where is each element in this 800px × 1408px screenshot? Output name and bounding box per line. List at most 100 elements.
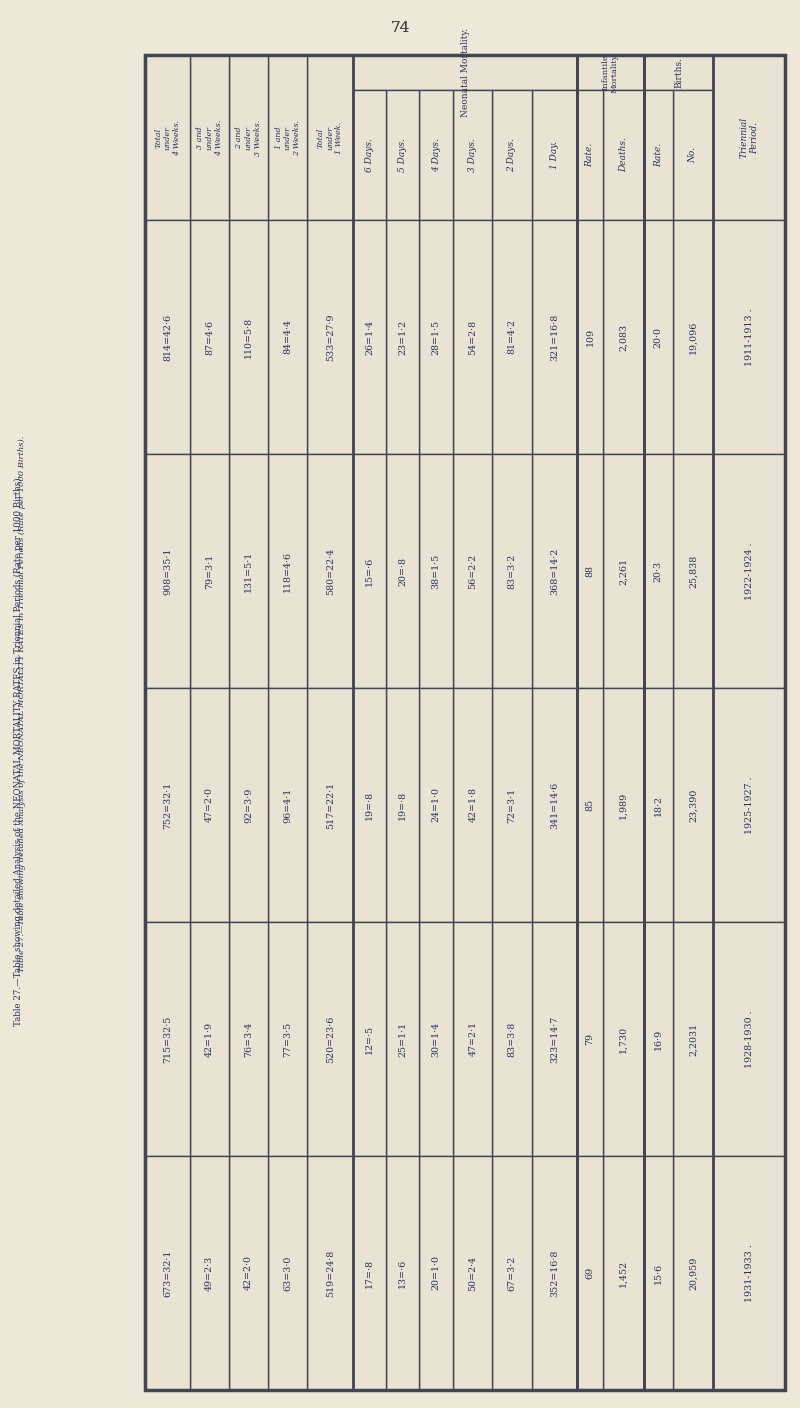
Text: 12=·5: 12=·5 [365, 1025, 374, 1053]
Text: 19=·8: 19=·8 [398, 790, 407, 819]
Text: 77=3·5: 77=3·5 [283, 1021, 292, 1056]
Text: 341=14·6: 341=14·6 [550, 781, 559, 829]
Bar [603, 1156, 644, 1390]
Bar [229, 922, 268, 1156]
Text: 1925-1927 .: 1925-1927 . [745, 776, 754, 834]
Bar [145, 922, 190, 1156]
Text: 38=1·5: 38=1·5 [431, 553, 441, 589]
Bar [714, 689, 785, 922]
Text: 15=·6: 15=·6 [365, 556, 374, 586]
Bar [268, 55, 307, 220]
Bar [453, 922, 492, 1156]
Bar [577, 55, 644, 1390]
Text: 715=32·5: 715=32·5 [163, 1015, 172, 1063]
Text: 1 Day.: 1 Day. [550, 141, 559, 169]
Bar [386, 220, 419, 453]
Bar [307, 220, 353, 453]
Bar [419, 220, 453, 453]
Bar [644, 220, 673, 453]
Bar [644, 1156, 673, 1390]
Text: 519=24·8: 519=24·8 [326, 1249, 334, 1297]
Bar [453, 689, 492, 922]
Bar [577, 220, 603, 453]
Bar [145, 55, 785, 1390]
Text: No.: No. [689, 146, 698, 163]
Bar [145, 689, 190, 922]
Bar [386, 689, 419, 922]
Text: 79=3·1: 79=3·1 [205, 553, 214, 589]
Bar [492, 453, 532, 689]
Bar [492, 220, 532, 453]
Text: 28=1·5: 28=1·5 [431, 320, 441, 355]
Bar [419, 689, 453, 922]
Text: 25=1·1: 25=1·1 [398, 1021, 407, 1056]
Bar [714, 55, 785, 220]
Text: 81=4·2: 81=4·2 [507, 320, 517, 355]
Text: 110=5·8: 110=5·8 [244, 317, 253, 358]
Bar [492, 1156, 532, 1390]
Bar [229, 55, 268, 220]
Text: 19,096: 19,096 [689, 320, 698, 353]
Bar [386, 90, 419, 220]
Text: 15·6: 15·6 [654, 1263, 663, 1284]
Bar [353, 453, 386, 689]
Bar [673, 1156, 714, 1390]
Text: 368=14·2: 368=14·2 [550, 548, 559, 594]
Bar [644, 55, 714, 1390]
Text: 2,083: 2,083 [619, 324, 628, 351]
Bar [644, 922, 673, 1156]
Bar [268, 922, 307, 1156]
Text: 20=·8: 20=·8 [398, 556, 407, 586]
Bar [714, 922, 785, 1156]
Bar [386, 453, 419, 689]
Text: 1931-1933 .: 1931-1933 . [745, 1245, 754, 1302]
Bar [603, 689, 644, 922]
Bar [673, 922, 714, 1156]
Bar [190, 220, 229, 453]
Text: 321=16·8: 321=16·8 [550, 314, 559, 360]
Text: 50=2·4: 50=2·4 [468, 1256, 478, 1291]
Bar [532, 220, 577, 453]
Text: 85: 85 [586, 798, 594, 811]
Text: 63=3·0: 63=3·0 [283, 1256, 292, 1291]
Text: 20,959: 20,959 [689, 1256, 698, 1290]
Bar [419, 922, 453, 1156]
Text: 69: 69 [586, 1267, 594, 1278]
Bar [268, 689, 307, 922]
Text: Deaths.: Deaths. [619, 138, 628, 172]
Text: 18·2: 18·2 [654, 794, 663, 815]
Text: 13=·6: 13=·6 [398, 1259, 407, 1288]
Bar [307, 922, 353, 1156]
Text: 1,989: 1,989 [619, 791, 628, 818]
Bar [145, 55, 190, 220]
Text: Neonatal Mortality.: Neonatal Mortality. [461, 28, 470, 117]
Bar [353, 55, 577, 90]
Text: Table 27.—Table showing detailed Analysis of the NEONATAL MORTALITY RATES in Tri: Table 27.—Table showing detailed Analysi… [18, 436, 26, 972]
Bar [603, 220, 644, 453]
Bar [577, 689, 603, 922]
Bar [307, 689, 353, 922]
Bar [353, 55, 577, 1390]
Text: 96=4·1: 96=4·1 [283, 787, 292, 822]
Text: Rate.: Rate. [654, 142, 663, 168]
Text: 352=16·8: 352=16·8 [550, 1249, 559, 1297]
Bar [145, 1156, 190, 1390]
Bar [673, 90, 714, 220]
Text: 20=1·0: 20=1·0 [431, 1256, 441, 1291]
Bar [229, 220, 268, 453]
Bar [307, 55, 353, 220]
Text: 2 Days.: 2 Days. [507, 138, 517, 172]
Bar [386, 1156, 419, 1390]
Text: 23,390: 23,390 [689, 788, 698, 822]
Bar [190, 689, 229, 922]
Bar [190, 1156, 229, 1390]
Text: Births.: Births. [674, 56, 683, 87]
Text: 1 and
under
2 Weeks.: 1 and under 2 Weeks. [274, 120, 301, 156]
Text: 1928-1930 .: 1928-1930 . [745, 1010, 754, 1067]
Bar [492, 689, 532, 922]
Bar [644, 90, 673, 220]
Text: 30=1·4: 30=1·4 [431, 1021, 441, 1056]
Text: 83=3·2: 83=3·2 [507, 553, 517, 589]
Text: 2,261: 2,261 [619, 558, 628, 584]
Bar [714, 1156, 785, 1390]
